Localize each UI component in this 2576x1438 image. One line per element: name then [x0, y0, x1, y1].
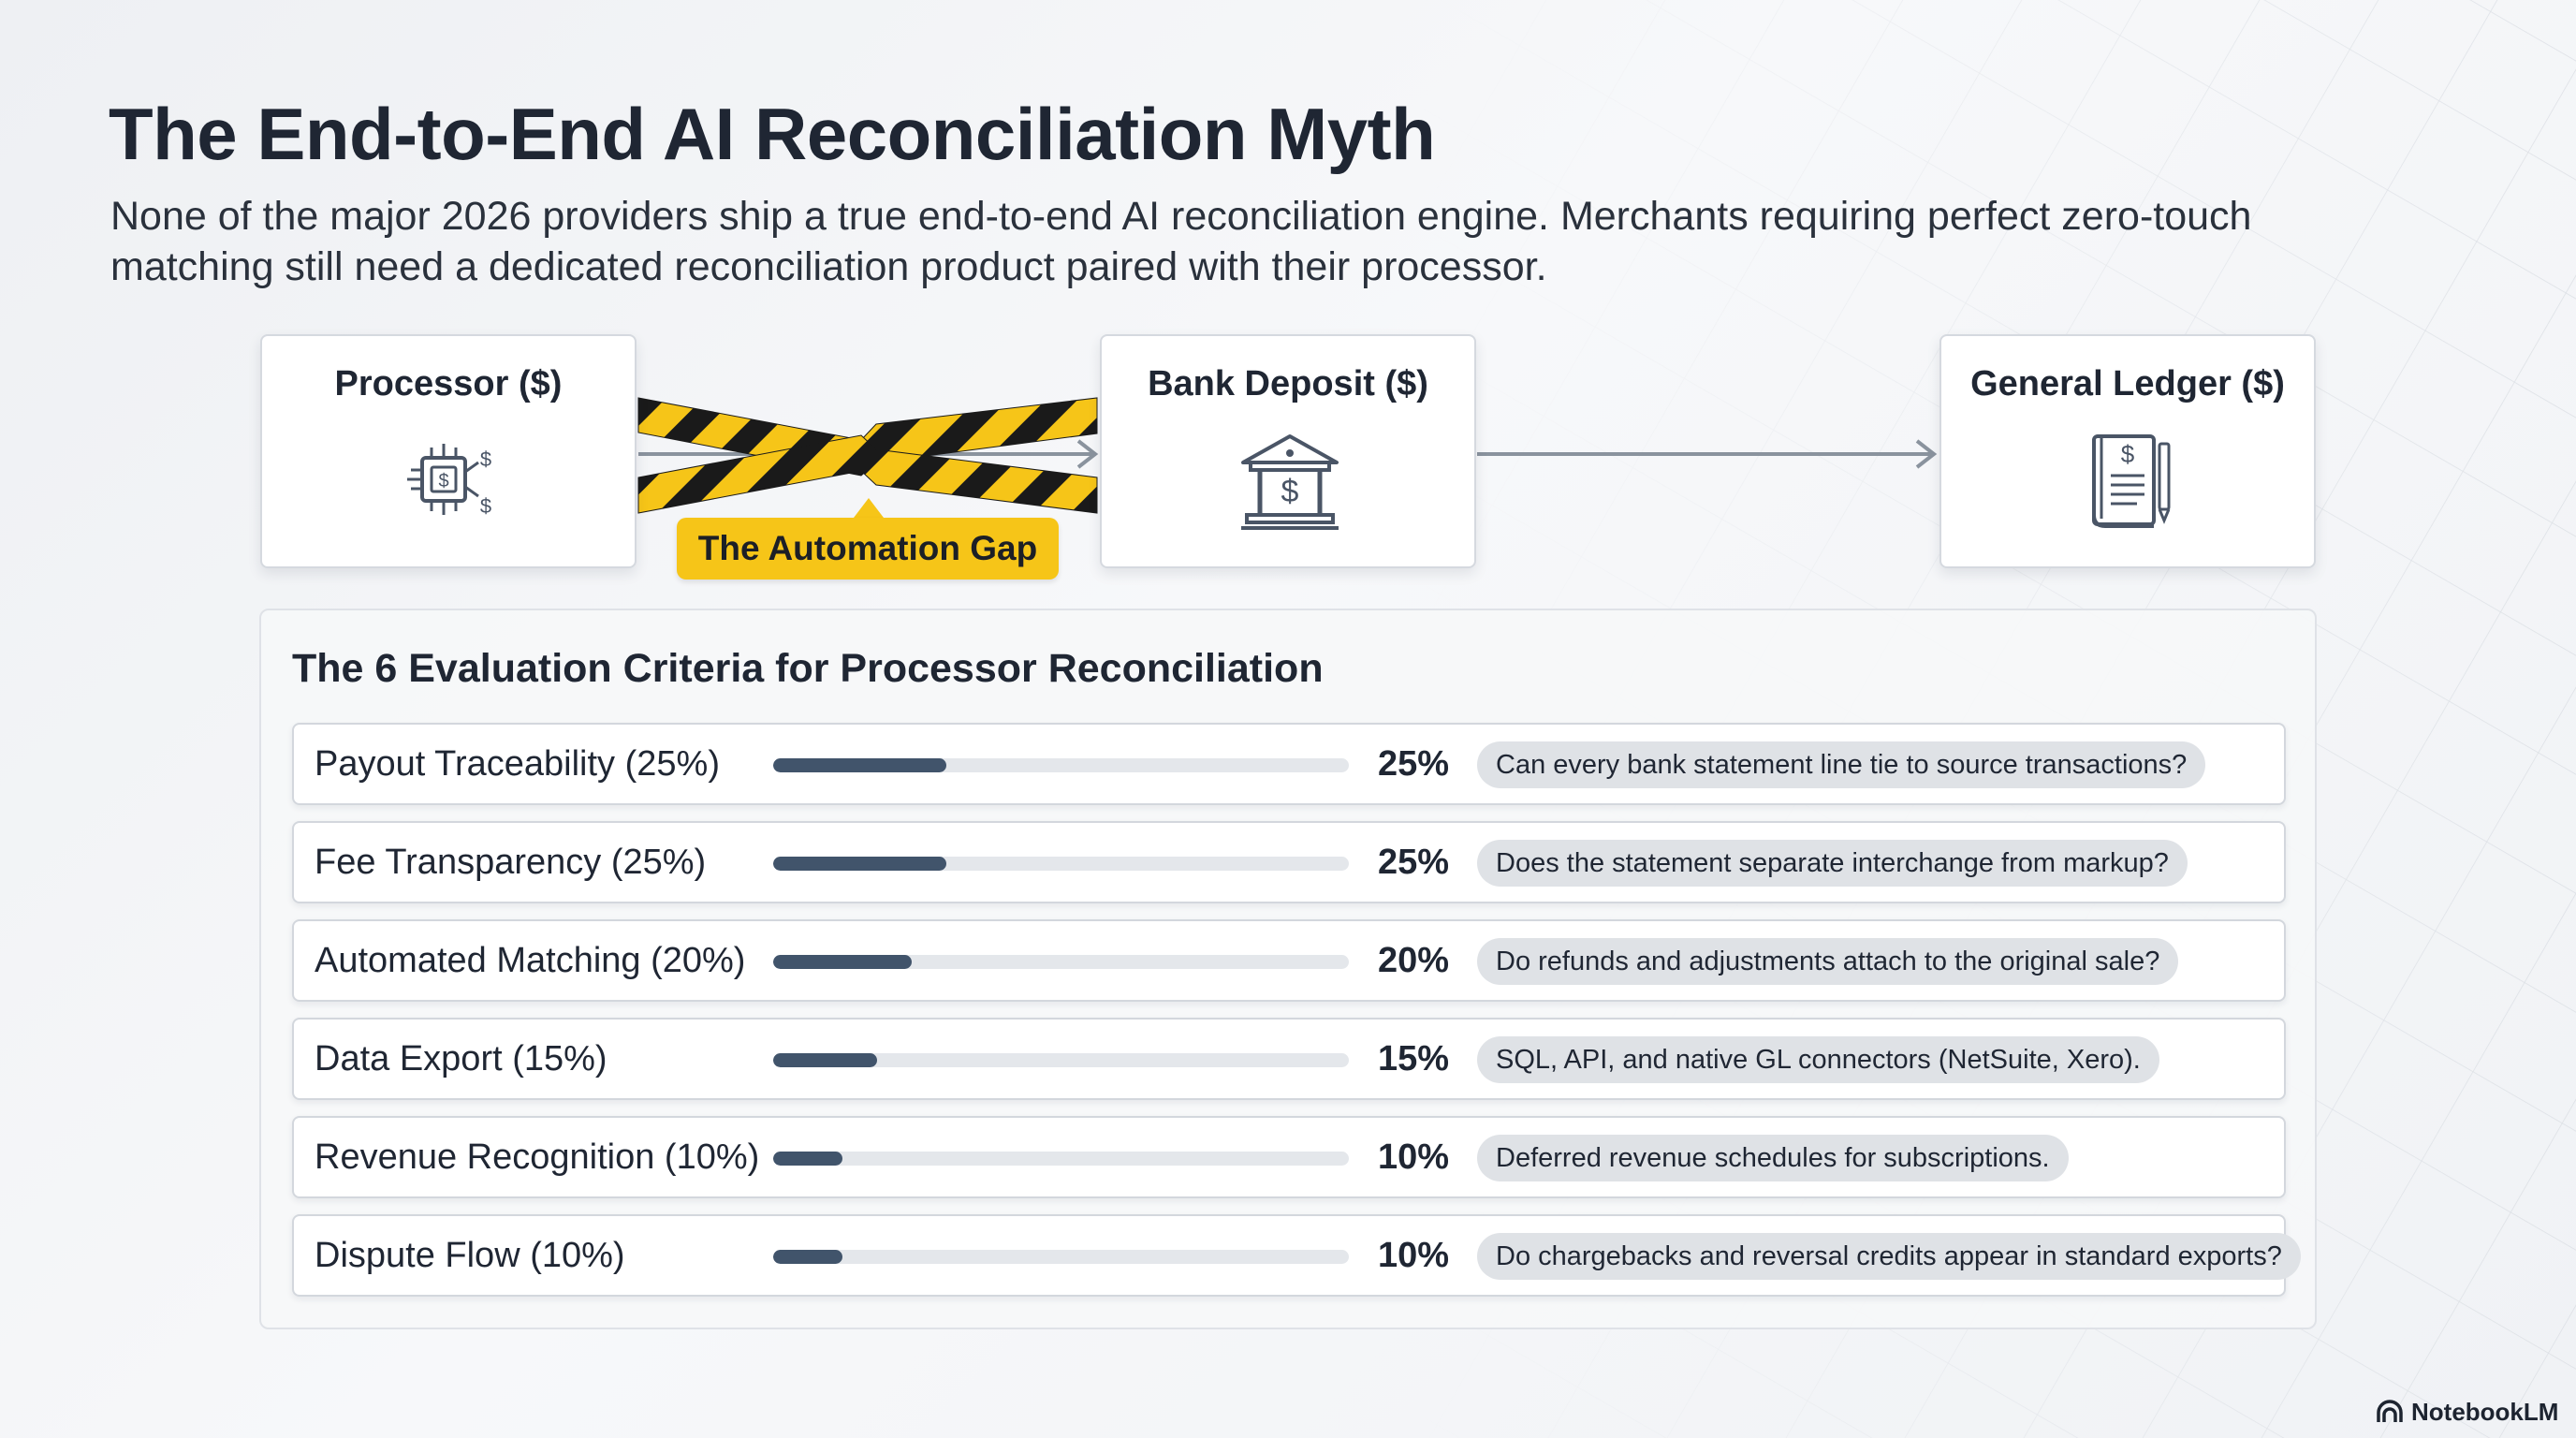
weight-bar-fill	[773, 758, 946, 772]
processor-label: Processor ($)	[334, 364, 563, 404]
weight-bar-fill	[773, 1053, 877, 1067]
weight-bar-track	[773, 1053, 1349, 1067]
general-ledger-label: General Ledger ($)	[1970, 364, 2285, 404]
criteria-question-pill: Does the statement separate interchange …	[1477, 840, 2188, 887]
criteria-row: Fee Transparency (25%) 25% Does the stat…	[292, 821, 2286, 903]
svg-text:$: $	[480, 494, 491, 518]
criteria-panel: The 6 Evaluation Criteria for Processor …	[259, 609, 2317, 1329]
weight-percent: 15%	[1378, 1039, 1450, 1078]
flow-node-bank-deposit: Bank Deposit ($) $	[1100, 334, 1476, 568]
page-title: The End-to-End AI Reconciliation Myth	[109, 93, 1436, 175]
criteria-name: Data Export (15%)	[315, 1039, 607, 1078]
criteria-name: Automated Matching (20%)	[315, 941, 746, 980]
criteria-question-pill: Do chargebacks and reversal credits appe…	[1477, 1233, 2301, 1280]
weight-bar-track	[773, 758, 1349, 772]
svg-text:$: $	[438, 471, 448, 492]
criteria-question-pill: Deferred revenue schedules for subscript…	[1477, 1135, 2069, 1181]
weight-bar-fill	[773, 955, 912, 969]
weight-percent: 10%	[1378, 1137, 1450, 1177]
flow-node-general-ledger: General Ledger ($) $	[1939, 334, 2316, 568]
weight-bar-track	[773, 1152, 1349, 1166]
ledger-book-icon: $	[2092, 434, 2171, 528]
chip-dollar-icon: $ $ $	[407, 444, 491, 518]
criteria-row: Payout Traceability (25%) 25% Can every …	[292, 723, 2286, 805]
weight-bar-fill	[773, 1250, 842, 1264]
criteria-name: Payout Traceability (25%)	[315, 744, 720, 784]
svg-text:$: $	[2121, 440, 2135, 468]
notebooklm-brand: NotebookLM	[2376, 1395, 2558, 1429]
criteria-row: Data Export (15%) 15% SQL, API, and nati…	[292, 1018, 2286, 1100]
weight-percent: 20%	[1378, 941, 1450, 980]
brand-name: NotebookLM	[2411, 1397, 2559, 1426]
weight-percent: 10%	[1378, 1236, 1450, 1275]
weight-percent: 25%	[1378, 843, 1450, 882]
criteria-question-pill: Do refunds and adjustments attach to the…	[1477, 938, 2179, 985]
weight-bar-track	[773, 1250, 1349, 1264]
criteria-name: Revenue Recognition (10%)	[315, 1137, 760, 1177]
criteria-name: Dispute Flow (10%)	[315, 1236, 625, 1275]
criteria-row: Automated Matching (20%) 20% Do refunds …	[292, 919, 2286, 1002]
criteria-title: The 6 Evaluation Criteria for Processor …	[292, 646, 1324, 691]
weight-bar-fill	[773, 1152, 842, 1166]
weight-percent: 25%	[1378, 744, 1450, 784]
bank-icon: $	[1241, 434, 1339, 530]
automation-gap-badge: The Automation Gap	[677, 518, 1059, 580]
flow-node-processor: Processor ($) $ $ $	[260, 334, 637, 568]
weight-bar-track	[773, 955, 1349, 969]
criteria-question-pill: SQL, API, and native GL connectors (NetS…	[1477, 1036, 2159, 1083]
bank-deposit-label: Bank Deposit ($)	[1148, 364, 1428, 404]
criteria-name: Fee Transparency (25%)	[315, 843, 707, 882]
criteria-row: Dispute Flow (10%) 10% Do chargebacks an…	[292, 1214, 2301, 1297]
criteria-question-pill: Can every bank statement line tie to sou…	[1477, 741, 2206, 788]
svg-text:$: $	[1281, 474, 1299, 509]
page-subtitle: None of the major 2026 providers ship a …	[110, 194, 2252, 289]
weight-bar-track	[773, 857, 1349, 871]
svg-text:$: $	[480, 448, 491, 471]
weight-bar-fill	[773, 857, 946, 871]
notebooklm-logo-icon	[2377, 1400, 2403, 1422]
criteria-row: Revenue Recognition (10%) 10% Deferred r…	[292, 1116, 2286, 1198]
